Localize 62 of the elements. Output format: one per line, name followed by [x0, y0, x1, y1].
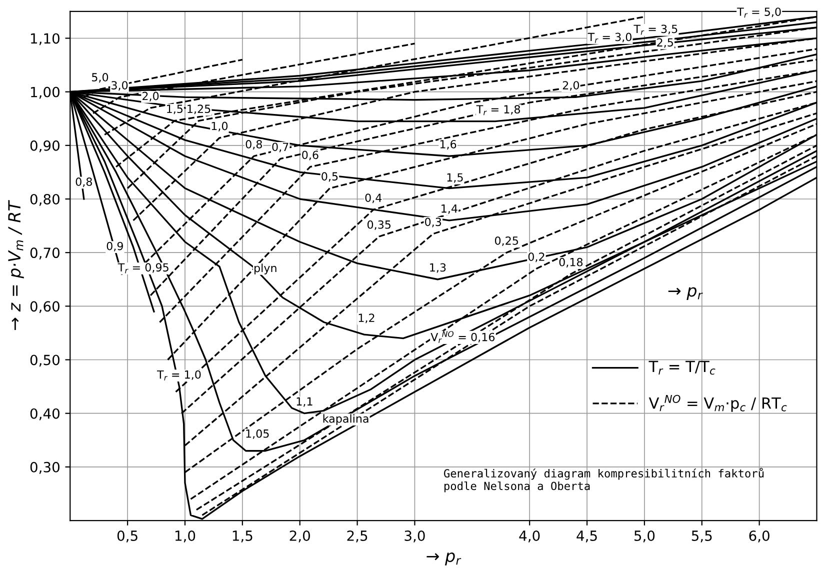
y-tick-label: 0,50: [30, 354, 60, 367]
x-tick-label: 4,5: [576, 530, 597, 542]
y-tick-label: 0,40: [30, 408, 60, 420]
y-axis-title: → z = p·V$_{m}$ / RT: [8, 200, 24, 330]
annotation: 0,5: [322, 172, 338, 182]
x-tick-label: 5,0: [634, 530, 655, 542]
annotation: 0,7: [272, 142, 288, 152]
x-tick-label: 2,0: [290, 530, 310, 542]
x-axis-title: → p$_{r}$: [426, 552, 462, 566]
x-tick-label: 4,0: [519, 530, 540, 542]
annotation: 0,8: [246, 140, 262, 150]
annotation: kapalina: [323, 414, 368, 425]
x-tick-label: 2,5: [347, 530, 368, 542]
annotation: 2,0: [142, 92, 159, 102]
annotation: T$_{r}$ = 5,0: [737, 8, 781, 18]
y-tick-label: 0,60: [30, 301, 60, 314]
annotation: T$_{r}$ = 3,0: [588, 32, 632, 43]
annotation: Generalizovaný diagram kompresibilitních faktorů podle Nelsona a Oberta: [444, 468, 764, 492]
annotation: T$_{r}$ = 1,8: [476, 105, 520, 116]
y-tick-label: 0,30: [30, 462, 60, 474]
annotation: 1,4: [442, 204, 458, 214]
annotation: plyn: [254, 264, 276, 274]
annotation: V$_{r}$$^{NO}$ = 0,16: [430, 331, 495, 343]
annotation: 1,05: [246, 429, 269, 439]
annotation: 1,5: [447, 173, 463, 183]
x-tick-label: 1,5: [232, 530, 252, 542]
annotation: T$_{r}$ = T/T$_{c}$: [648, 360, 716, 375]
annotation: → p$_{r}$: [668, 287, 703, 300]
annotation: 3,0: [112, 81, 128, 91]
annotation: T$_{r}$ = 1,0: [156, 370, 201, 380]
y-tick-label: 0,70: [30, 248, 60, 260]
annotation: T$_{r}$ = 0,95: [118, 263, 168, 274]
annotation: 0,9: [106, 242, 123, 252]
annotation: 0,6: [302, 150, 318, 160]
annotation: 5,0: [92, 73, 108, 83]
annotation: 0,25: [494, 236, 518, 246]
annotation: 2,5: [657, 38, 673, 48]
annotation: 0,35: [367, 220, 391, 230]
annotation: T$_{r}$ = 3,5: [634, 24, 678, 35]
annotation: 1,25: [188, 104, 210, 114]
x-tick-label: 3,0: [404, 530, 425, 542]
x-tick-label: 6,0: [749, 530, 770, 542]
annotation: 1,6: [440, 140, 456, 150]
annotation: 1,1: [296, 397, 312, 407]
annotation: 0,4: [365, 194, 382, 204]
annotation: 0,18: [559, 258, 583, 268]
annotation: 1,0: [212, 122, 228, 132]
y-tick-label: 0,80: [30, 194, 60, 206]
x-tick-label: 5,5: [692, 530, 712, 542]
x-tick-label: 0,5: [117, 530, 138, 542]
annotation: 0,2: [528, 252, 544, 262]
y-tick-label: 1,10: [31, 33, 60, 46]
y-tick-label: 0,90: [30, 140, 60, 152]
annotation: 0,8: [76, 178, 92, 188]
text: V$_{r}$$^{NO}$ = V$_{m}$·p$_{c}$ / RT$_{c}$: [648, 394, 787, 412]
annotation: 1,2: [358, 314, 374, 324]
x-tick-label: 1,0: [175, 530, 196, 542]
annotation: 0,3: [424, 218, 442, 228]
annotation: 2,0: [562, 81, 580, 91]
annotation: 1,5: [167, 104, 183, 114]
y-tick-label: 1,00: [31, 86, 60, 99]
annotation: 1,3: [430, 263, 446, 273]
